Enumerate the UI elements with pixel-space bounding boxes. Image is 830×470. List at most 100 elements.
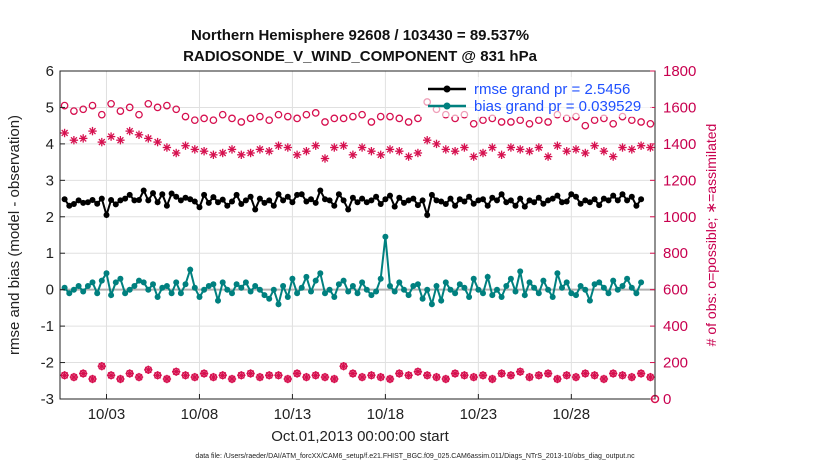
obs_assimilated-marker: [60, 128, 69, 138]
obs_possible-marker: [321, 118, 329, 126]
bias-point: [503, 283, 510, 289]
legend-box: [420, 77, 652, 117]
bias-point: [387, 283, 393, 289]
obs_low-marker: [367, 371, 376, 380]
obs_low-marker: [237, 371, 246, 380]
rmse-point: [163, 202, 170, 209]
obs_low-marker: [144, 365, 153, 374]
rmse-point: [391, 203, 398, 210]
obs_low-marker: [450, 369, 460, 378]
rmse-point: [103, 212, 110, 218]
obs_assimilated-marker: [190, 145, 199, 154]
y-tick-label: 3: [46, 172, 54, 189]
bias-point: [75, 283, 82, 289]
obs_assimilated-marker: [209, 150, 218, 159]
bias-point: [294, 290, 301, 297]
bias-point: [600, 284, 607, 291]
obs_assimilated-marker: [79, 134, 88, 143]
rmse-point: [428, 191, 435, 198]
rmse-point: [624, 197, 631, 204]
bias-point: [582, 286, 589, 293]
rmse-point: [442, 201, 449, 207]
bias-point: [131, 283, 138, 289]
bias-point: [108, 292, 115, 299]
obs_assimilated-marker: [125, 126, 134, 136]
obs_low-marker: [395, 369, 404, 378]
rmse-point: [140, 187, 147, 194]
obs_low-marker: [460, 371, 469, 380]
rmse-point: [303, 198, 310, 205]
bias-point: [201, 286, 208, 293]
bias-point: [540, 277, 547, 284]
bias-point: [298, 284, 305, 291]
obs_low-marker: [525, 372, 534, 382]
y-right-tick-label: 200: [663, 355, 688, 372]
obs_assimilated-marker: [385, 145, 395, 154]
obs_low-marker: [88, 374, 97, 384]
bias-point: [182, 281, 189, 288]
rmse-point: [452, 202, 459, 209]
obs_low-marker: [488, 374, 497, 384]
rmse-point: [349, 194, 356, 201]
rmse-point: [159, 191, 166, 198]
legend-label-bias: bias grand pr = 0.039529: [474, 98, 641, 115]
rmse-point: [66, 202, 73, 209]
obs_assimilated-marker: [590, 141, 599, 150]
bias-point: [549, 294, 556, 300]
obs_low-marker: [227, 374, 237, 384]
obs_low-marker: [181, 371, 190, 380]
bias-point: [70, 286, 77, 293]
obs_assimilated-marker: [413, 148, 423, 158]
bias-point: [266, 295, 273, 302]
bias-point: [498, 294, 505, 300]
bias-point: [322, 290, 328, 297]
rmse-point: [628, 193, 635, 200]
rmse-point: [377, 201, 384, 207]
y-tick-label: -3: [41, 391, 54, 408]
obs_possible-marker: [339, 114, 348, 123]
series-rmse: [61, 187, 645, 219]
rmse-point: [145, 197, 152, 204]
obs_possible-marker: [172, 105, 181, 114]
obs_assimilated-marker: [69, 136, 79, 145]
rmse-point: [256, 195, 263, 202]
bias-point: [84, 283, 91, 289]
obs_low-marker: [357, 372, 367, 382]
obs_low-marker: [627, 372, 636, 382]
bias-point: [563, 279, 570, 286]
obs_assimilated-marker: [237, 150, 246, 159]
obs_assimilated-marker: [506, 143, 516, 152]
bias-point: [89, 279, 96, 286]
rmse-point: [205, 199, 212, 206]
rmse-point: [219, 196, 226, 203]
rmse-point: [70, 201, 77, 207]
rmse-point: [526, 197, 533, 204]
bias-point: [401, 286, 407, 293]
obs_assimilated-marker: [330, 143, 339, 152]
bias-point: [414, 281, 421, 288]
rmse-point: [512, 202, 519, 209]
obs_possible-marker: [516, 116, 525, 125]
bias-point: [335, 281, 342, 288]
obs_assimilated-marker: [432, 139, 441, 149]
rmse-point: [229, 198, 235, 205]
obs_possible-marker: [200, 114, 208, 123]
obs_possible-marker: [107, 99, 115, 108]
rmse-point: [484, 202, 491, 209]
x-tick-label: 10/13: [274, 406, 312, 423]
y-right-tick-label: 1600: [663, 99, 696, 116]
rmse-point: [117, 197, 124, 204]
bias-point: [494, 286, 500, 293]
y-right-tick-label: 800: [663, 245, 688, 262]
rmse-point: [405, 197, 412, 204]
bias-point: [382, 233, 389, 240]
y-tick-label: -2: [41, 355, 54, 372]
obs_possible-marker: [386, 112, 394, 121]
obs_possible-marker: [256, 112, 264, 121]
bias-point: [466, 294, 473, 300]
rmse-point: [89, 197, 96, 203]
rmse-point: [177, 197, 184, 204]
obs_assimilated-marker: [162, 143, 172, 152]
obs_possible-marker: [469, 119, 478, 128]
obs_low-marker: [172, 367, 181, 376]
